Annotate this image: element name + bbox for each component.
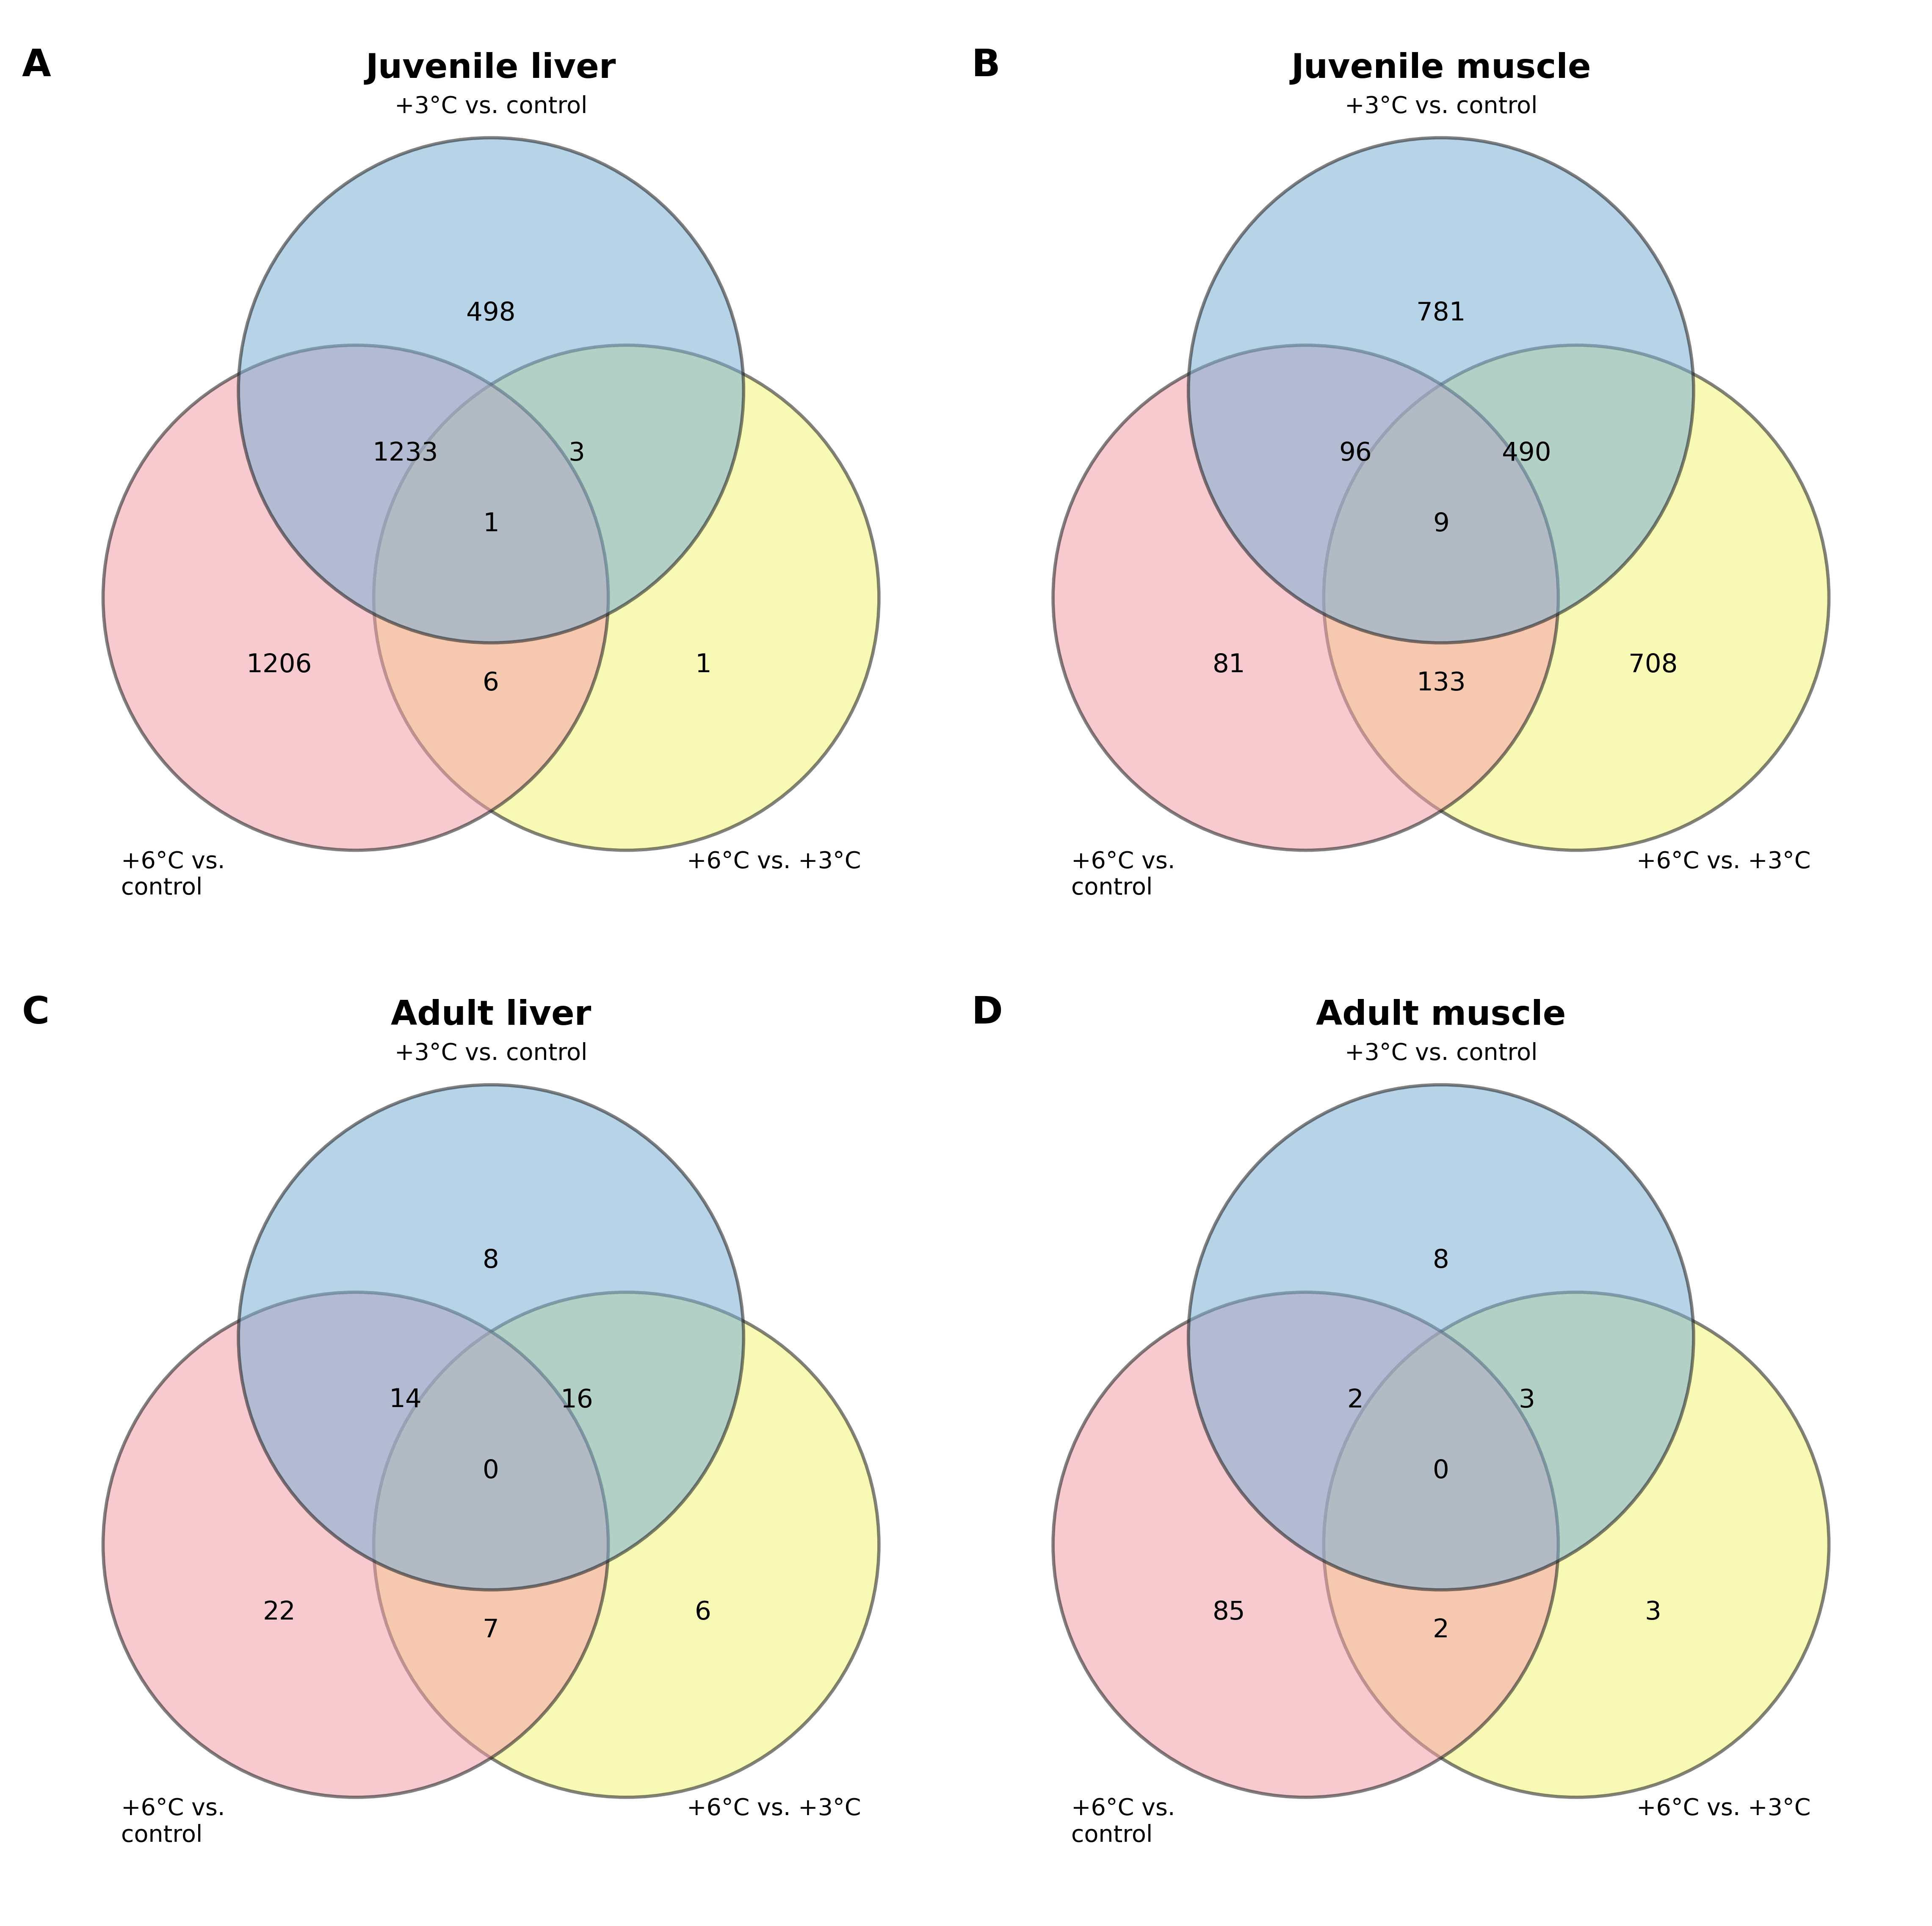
Text: +3°C vs. control: +3°C vs. control <box>394 94 587 117</box>
Text: 3: 3 <box>1519 1389 1534 1414</box>
Text: Juvenile liver: Juvenile liver <box>365 52 616 85</box>
Circle shape <box>373 345 879 849</box>
Text: C: C <box>21 994 50 1032</box>
Text: 8: 8 <box>1434 1248 1449 1273</box>
Text: 16: 16 <box>560 1389 593 1414</box>
Text: 9: 9 <box>1434 512 1449 537</box>
Text: 781: 781 <box>1416 300 1466 325</box>
Text: 85: 85 <box>1213 1601 1246 1626</box>
Text: 3: 3 <box>1644 1601 1662 1626</box>
Circle shape <box>1188 139 1694 643</box>
Circle shape <box>238 1084 744 1589</box>
Circle shape <box>238 139 744 643</box>
Circle shape <box>1053 1292 1559 1797</box>
Circle shape <box>373 1292 879 1797</box>
Text: Juvenile muscle: Juvenile muscle <box>1291 52 1590 85</box>
Text: 14: 14 <box>388 1389 421 1414</box>
Circle shape <box>102 345 609 849</box>
Circle shape <box>1323 1292 1830 1797</box>
Text: 1: 1 <box>696 653 711 678</box>
Text: 133: 133 <box>1416 670 1466 695</box>
Text: +6°C vs. +3°C: +6°C vs. +3°C <box>1636 849 1810 872</box>
Text: 490: 490 <box>1501 441 1551 466</box>
Text: +6°C vs. +3°C: +6°C vs. +3°C <box>686 849 862 872</box>
Text: B: B <box>972 48 1001 85</box>
Text: 81: 81 <box>1213 653 1246 678</box>
Text: 2: 2 <box>1434 1618 1449 1643</box>
Text: +6°C vs. +3°C: +6°C vs. +3°C <box>686 1797 862 1820</box>
Text: 708: 708 <box>1629 653 1677 678</box>
Text: 1: 1 <box>483 512 498 537</box>
Text: 1233: 1233 <box>373 441 439 466</box>
Text: A: A <box>21 48 50 85</box>
Text: +6°C vs.
control: +6°C vs. control <box>122 1797 224 1847</box>
Text: 1206: 1206 <box>245 653 311 678</box>
Text: 6: 6 <box>483 670 498 695</box>
Text: 498: 498 <box>466 300 516 325</box>
Text: 0: 0 <box>1434 1458 1449 1483</box>
Text: +3°C vs. control: +3°C vs. control <box>394 1042 587 1065</box>
Text: 22: 22 <box>263 1601 296 1626</box>
Text: +6°C vs. +3°C: +6°C vs. +3°C <box>1636 1797 1810 1820</box>
Circle shape <box>1053 345 1559 849</box>
Text: +3°C vs. control: +3°C vs. control <box>1345 94 1538 117</box>
Text: D: D <box>972 994 1003 1032</box>
Text: +6°C vs.
control: +6°C vs. control <box>1070 1797 1175 1847</box>
Text: +3°C vs. control: +3°C vs. control <box>1345 1042 1538 1065</box>
Text: +6°C vs.
control: +6°C vs. control <box>122 849 224 899</box>
Text: 0: 0 <box>483 1458 498 1483</box>
Text: +6°C vs.
control: +6°C vs. control <box>1070 849 1175 899</box>
Text: 6: 6 <box>696 1601 711 1626</box>
Circle shape <box>1188 1084 1694 1589</box>
Text: Adult muscle: Adult muscle <box>1316 1000 1567 1032</box>
Text: 96: 96 <box>1339 441 1372 466</box>
Circle shape <box>102 1292 609 1797</box>
Text: 3: 3 <box>568 441 585 466</box>
Text: 7: 7 <box>483 1618 498 1643</box>
Circle shape <box>1323 345 1830 849</box>
Text: 8: 8 <box>483 1248 498 1273</box>
Text: 2: 2 <box>1347 1389 1364 1414</box>
Text: Adult liver: Adult liver <box>390 1000 591 1032</box>
